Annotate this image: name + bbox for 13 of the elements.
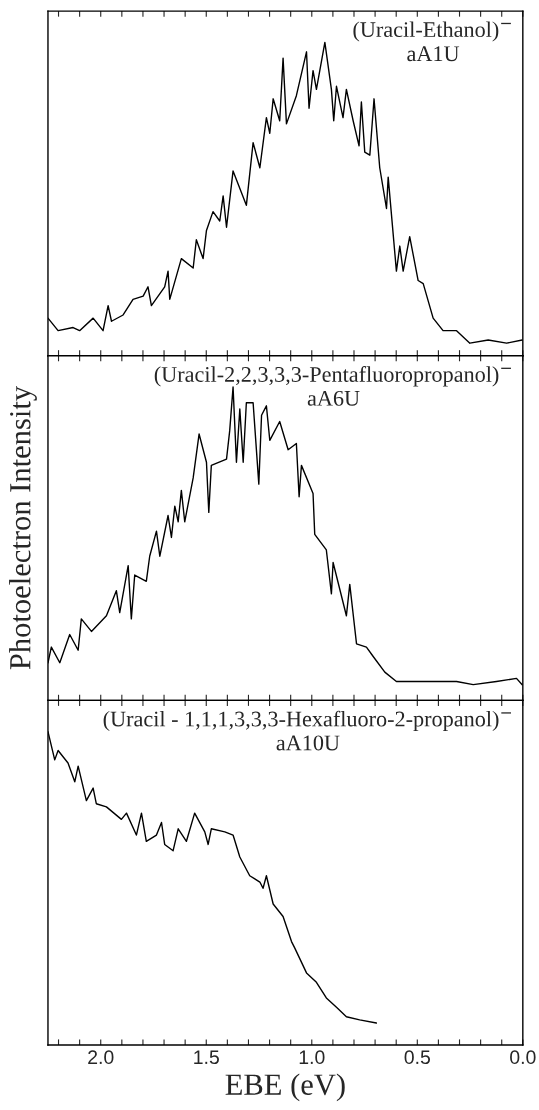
y-axis-title: Photoelectron Intensity bbox=[9, 386, 37, 670]
annotation: aA6U bbox=[307, 390, 360, 406]
x-axis-title: EBE (eV) bbox=[225, 1073, 345, 1102]
x-tick-label: 2.0 bbox=[88, 1050, 114, 1065]
x-tick-label: 0.5 bbox=[404, 1050, 431, 1065]
x-tick-label: 0.0 bbox=[510, 1050, 536, 1065]
annotation: aA1U bbox=[407, 46, 460, 62]
text: (Uracil-Ethanol)$^{−}$ bbox=[353, 21, 511, 42]
x-tick-label: 1.5 bbox=[194, 1050, 219, 1065]
text: (Uracil - 1,1,1,3,3,3-Hexafluoro-2-propanol)$^{−}$ bbox=[103, 710, 512, 732]
annotation: aA10U bbox=[276, 735, 340, 751]
text: (Uracil-2,2,3,3,3-Pentafluoropropanol)$^{−}$ bbox=[154, 366, 511, 387]
x-tick-label: 1.0 bbox=[299, 1050, 325, 1065]
